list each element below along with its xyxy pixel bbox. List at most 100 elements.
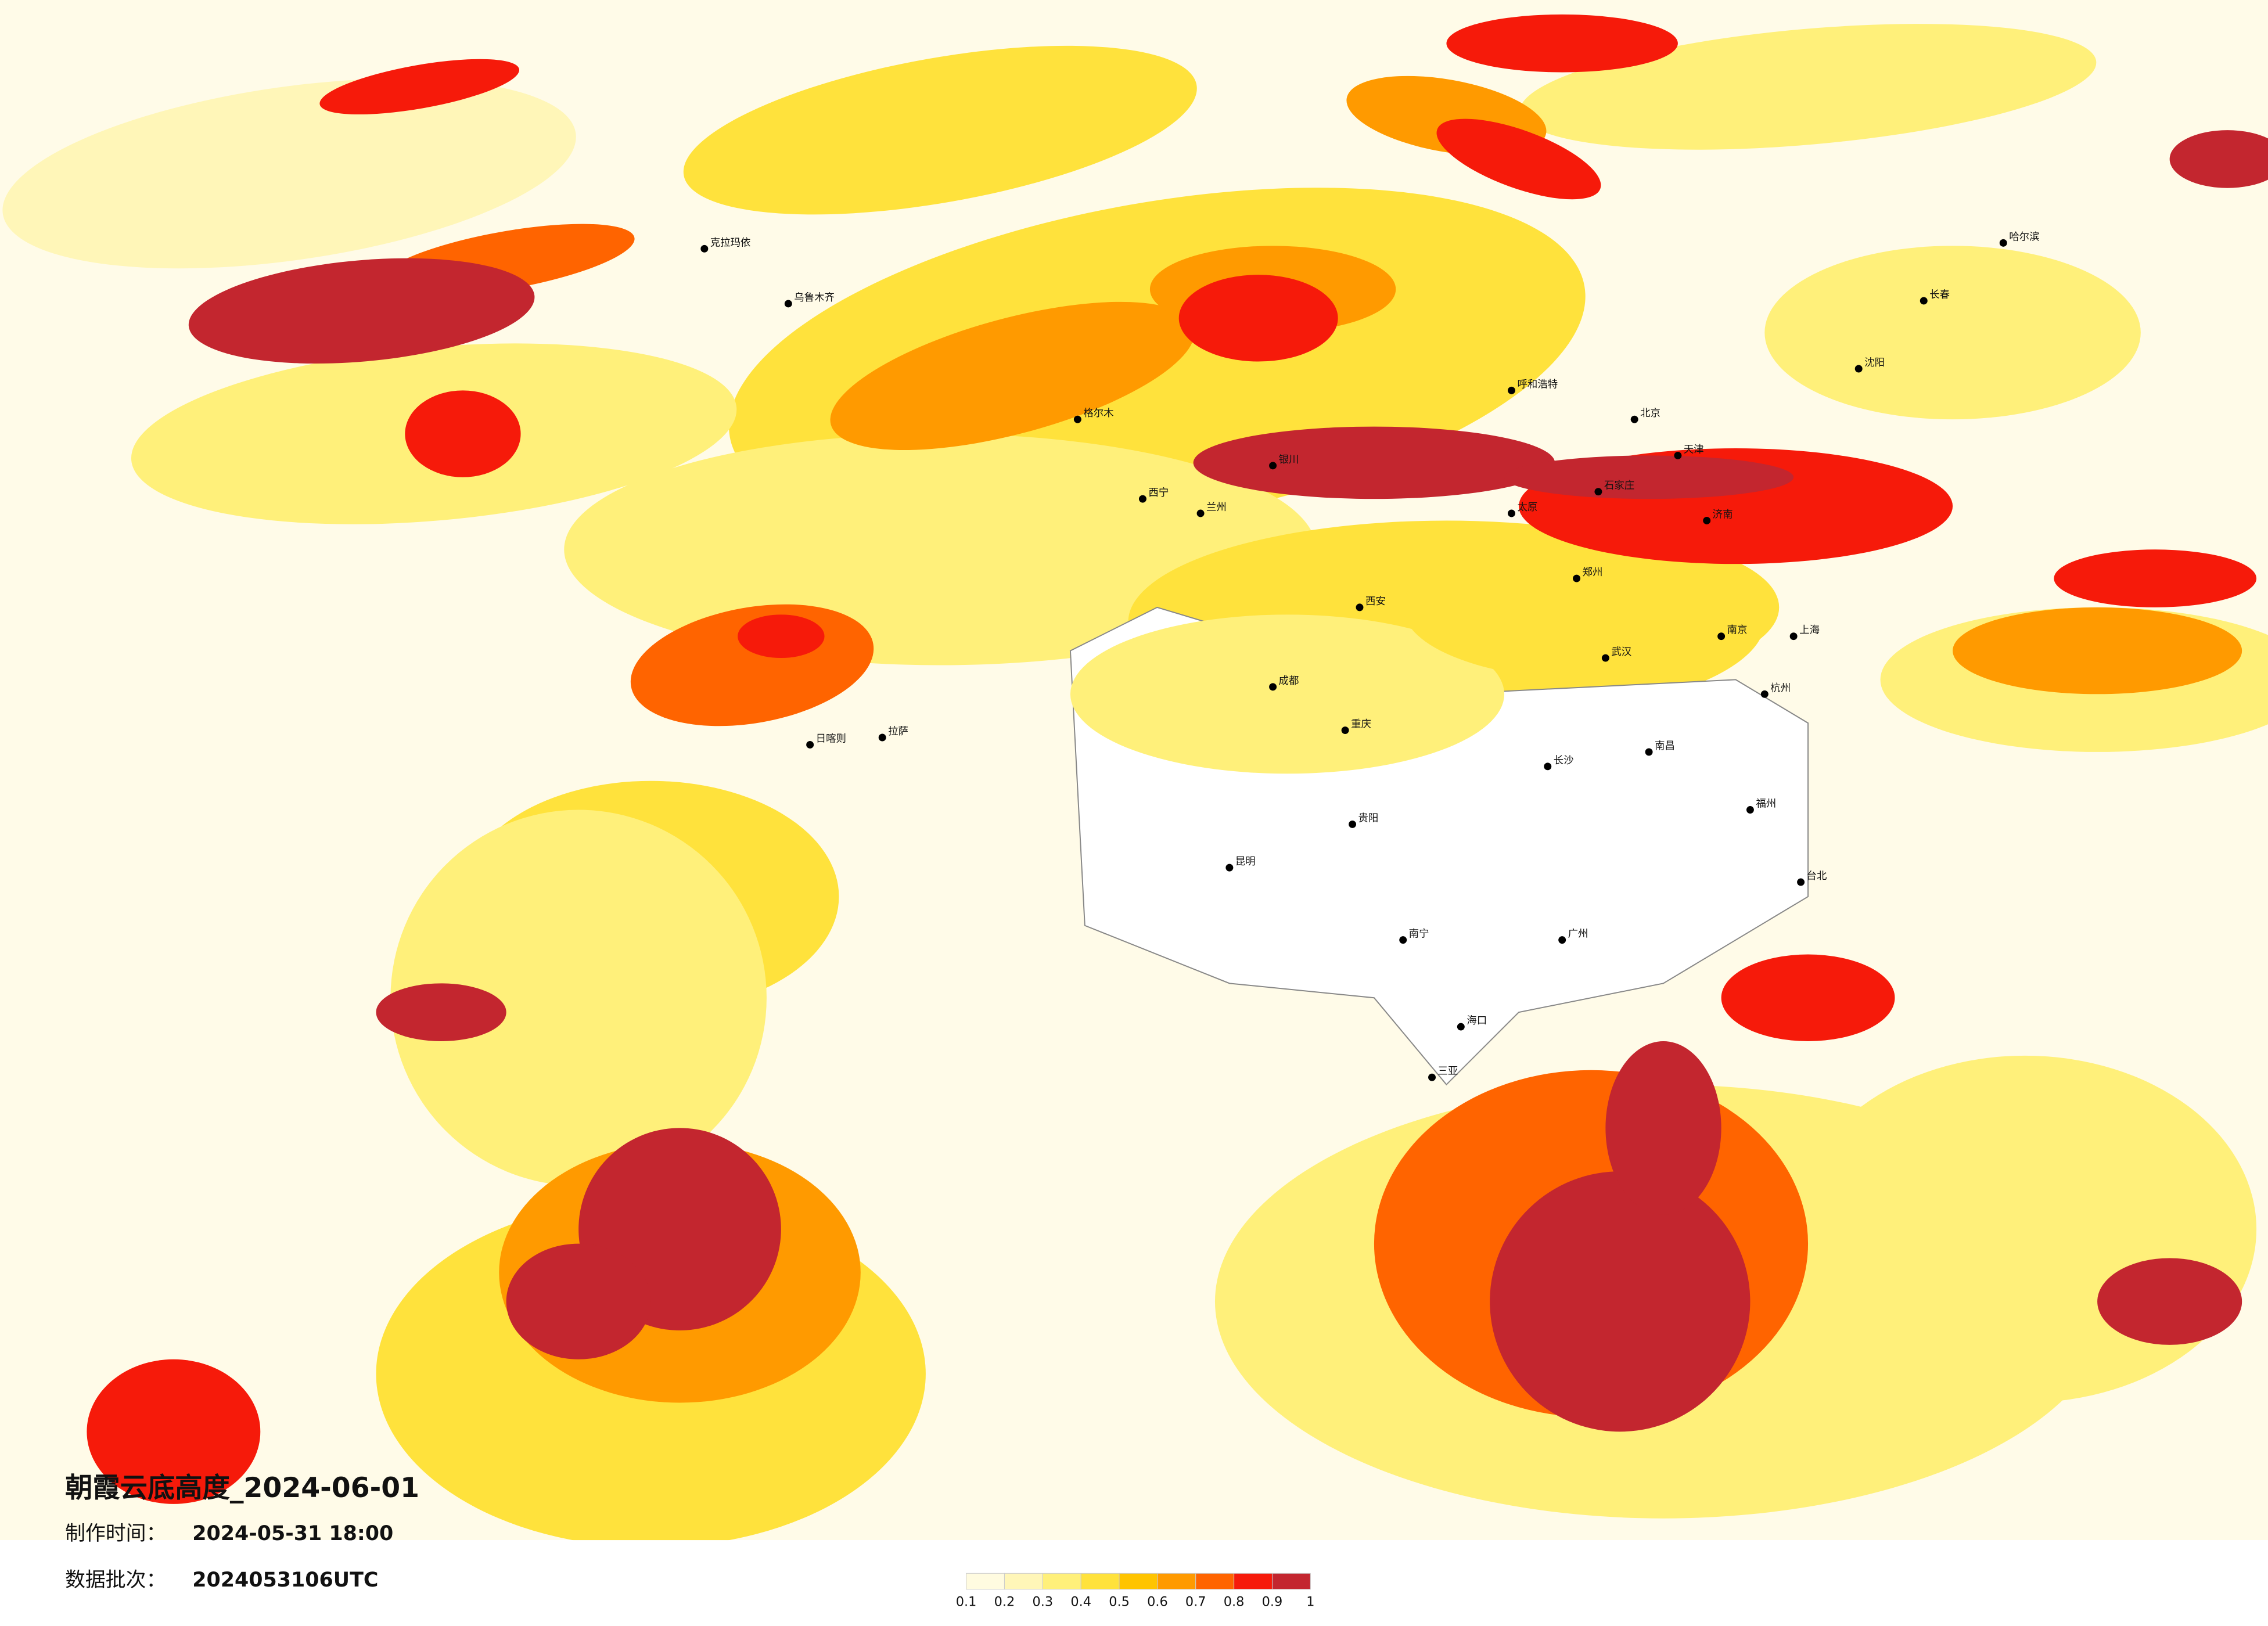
city-dot (1746, 806, 1754, 814)
city-dot (1269, 462, 1277, 470)
legend-tick-label: 0.5 (1109, 1595, 1130, 1610)
city-label: 杭州 (1770, 682, 1791, 694)
cloud-area (1605, 1041, 1721, 1215)
city-label: 日喀则 (816, 733, 846, 745)
cloud-area (1793, 1055, 2257, 1403)
made-time-value: 2024-05-31 18:00 (192, 1522, 393, 1545)
city-dot (1356, 603, 1364, 611)
city-label: 南宁 (1409, 929, 1429, 940)
city-label: 西宁 (1148, 487, 1169, 499)
city-dot (806, 740, 814, 749)
cloud-area (1490, 1171, 1751, 1432)
cloud-field (2, 14, 2268, 1548)
city-dot (1601, 654, 1609, 662)
city-dot (1717, 632, 1726, 641)
legend-tick-label: 0.9 (1262, 1595, 1283, 1610)
cloud-area (2054, 549, 2257, 607)
city-label: 上海 (1799, 625, 1820, 636)
legend-tick-label: 1 (1306, 1595, 1314, 1610)
cloud-area (405, 390, 521, 477)
city-dot (1645, 748, 1653, 756)
city-dot (1544, 762, 1552, 771)
made-time-label: 制作时间： (65, 1522, 166, 1545)
city-dot (1594, 488, 1602, 496)
cloud-area (738, 614, 825, 659)
city-dot (1428, 1073, 1436, 1081)
city-dot (1508, 386, 1515, 394)
cloud-area (1070, 614, 1505, 774)
legend-tick-label: 0.8 (1224, 1595, 1245, 1610)
legend-swatch (1157, 1573, 1196, 1590)
city-dot (1854, 365, 1863, 373)
cloud-area (830, 301, 1195, 451)
cloud-area (319, 59, 520, 115)
city-label: 成都 (1279, 675, 1299, 687)
legend-tick-label: 0.4 (1070, 1595, 1091, 1610)
cloud-area (2097, 1258, 2242, 1345)
city-dot (1138, 495, 1146, 503)
legend-tick-label: 0.1 (956, 1595, 977, 1610)
cloud-area (2169, 130, 2268, 188)
legend-swatch (1119, 1573, 1158, 1590)
city-dot (784, 300, 792, 308)
city-dot (1797, 878, 1805, 886)
cloud-area (1446, 14, 1678, 73)
city-dot (1073, 415, 1081, 423)
city-dot (1558, 936, 1566, 944)
legend-tick-label: 0.2 (994, 1595, 1015, 1610)
city-dot (1349, 820, 1357, 828)
city-dot (700, 244, 709, 253)
legend-swatch (1234, 1573, 1273, 1590)
city-dot (1674, 451, 1682, 459)
legend-swatch (1271, 1573, 1311, 1590)
city-label: 西安 (1365, 596, 1386, 607)
city-dot (1341, 726, 1349, 735)
city-dot (1999, 239, 2007, 247)
city-label: 贵阳 (1358, 812, 1379, 824)
legend-tick-label: 0.7 (1185, 1595, 1206, 1610)
city-label: 重庆 (1351, 719, 1371, 731)
city-label: 郑州 (1583, 567, 1603, 578)
city-label: 三亚 (1437, 1066, 1458, 1077)
legend-tick-label: 0.3 (1033, 1595, 1054, 1610)
city-label: 石家庄 (1604, 480, 1634, 492)
city-label: 兰州 (1206, 502, 1227, 513)
city-label: 福州 (1756, 798, 1776, 810)
city-label: 克拉玛依 (710, 237, 751, 249)
city-label: 银川 (1279, 454, 1299, 466)
city-label: 乌鲁木齐 (794, 292, 835, 304)
city-dot (1703, 517, 1711, 524)
cloud-area (1178, 275, 1338, 362)
city-label: 长春 (1929, 289, 1950, 301)
cloud-area (1504, 455, 1794, 499)
legend: 0.1 0.2 0.3 0.4 0.5 0.6 0.7 0.8 0.9 1 (956, 1573, 1314, 1610)
city-label: 广州 (1568, 929, 1588, 940)
cloud-area (87, 1359, 261, 1504)
cloud-area (1193, 426, 1555, 499)
legend-swatch (1080, 1573, 1120, 1590)
cloud-area (1764, 246, 2141, 420)
cloud-area (1953, 607, 2242, 695)
city-label: 哈尔滨 (2009, 231, 2039, 243)
cloud-area (1403, 535, 1780, 680)
batch-value: 2024053106UTC (192, 1569, 378, 1592)
legend-swatch (1195, 1573, 1235, 1590)
city-label: 太原 (1517, 502, 1537, 513)
city-dot (1269, 683, 1277, 691)
city-dot (1920, 297, 1928, 305)
batch-label: 数据批次： (65, 1569, 166, 1592)
city-label: 昆明 (1235, 856, 1256, 868)
city-label: 拉萨 (888, 726, 908, 738)
cloud-area (1721, 954, 1895, 1041)
title: 朝霞云底高度_2024-06-01 (65, 1472, 419, 1504)
city-dot (1457, 1023, 1465, 1031)
city-dot (1196, 509, 1205, 517)
cloud-area (390, 810, 767, 1186)
city-label: 长沙 (1554, 755, 1574, 767)
city-dot (878, 733, 886, 742)
city-dot (1789, 632, 1798, 641)
city-label: 台北 (1807, 870, 1827, 882)
